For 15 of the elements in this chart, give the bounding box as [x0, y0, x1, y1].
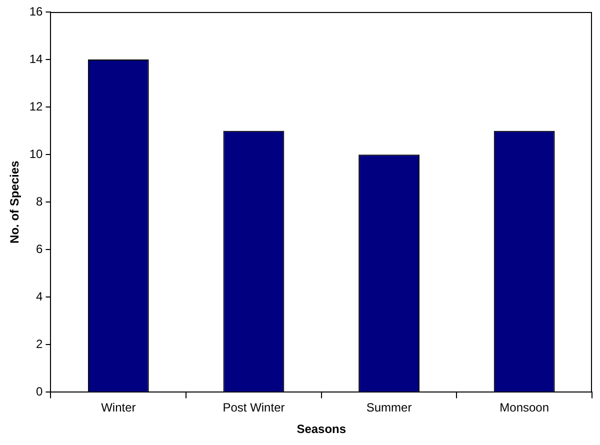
y-tick-label: 2	[36, 336, 44, 351]
y-tick-label: 8	[36, 194, 44, 208]
x-axis-title: Seasons	[296, 422, 346, 436]
y-tick-label: 12	[29, 99, 44, 114]
y-axis-title: No. of Species	[8, 160, 22, 244]
y-tick-label: 14	[29, 52, 44, 66]
x-tick-label: Post Winter	[222, 400, 285, 415]
y-tick-label: 6	[36, 242, 44, 256]
y-tick-label: 10	[29, 146, 44, 161]
y-tick-label: 0	[36, 384, 44, 399]
x-tick-label: Winter	[101, 400, 136, 415]
y-tick-label: 16	[29, 4, 44, 18]
y-tick-label: 4	[36, 289, 44, 304]
x-tick-label: Monsoon	[500, 400, 550, 415]
x-tick-label: Summer	[366, 400, 412, 415]
